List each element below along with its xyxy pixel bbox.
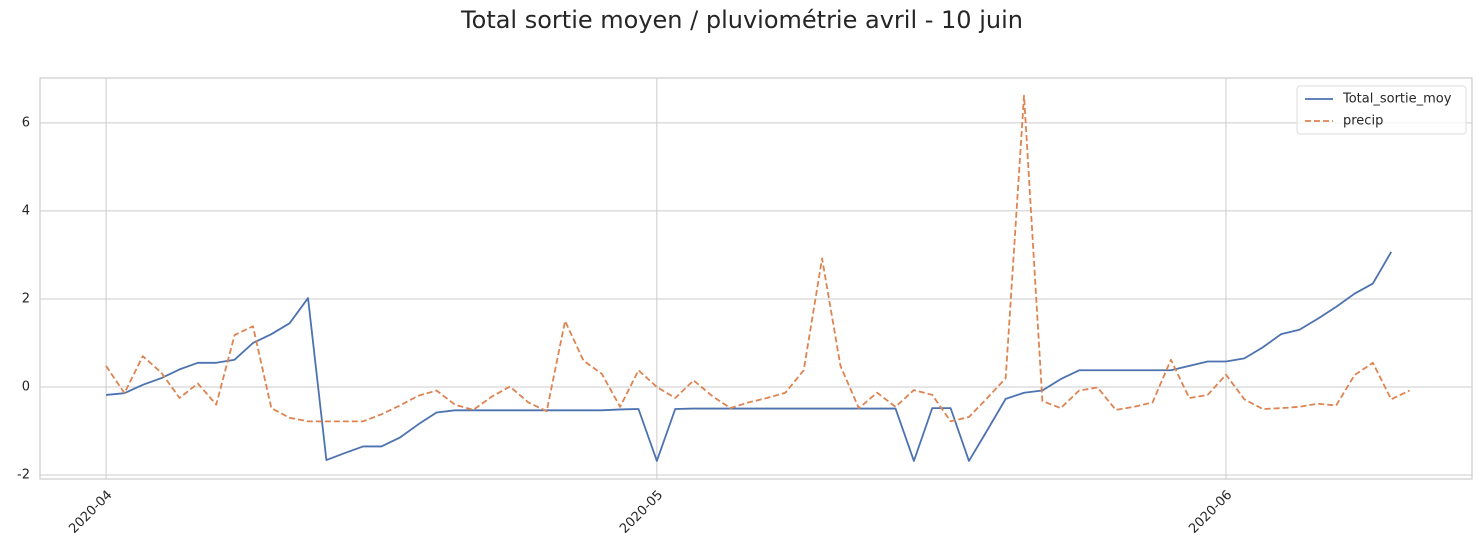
- y-tick-label: 2: [22, 291, 30, 306]
- legend-label: Total_sortie_moy: [1342, 92, 1452, 107]
- y-tick-label: 0: [22, 380, 30, 395]
- chart-title: Total sortie moyen / pluviométrie avril …: [460, 6, 1023, 34]
- y-tick-label: 6: [22, 115, 30, 130]
- legend-box: [1296, 85, 1467, 135]
- y-tick-label: -2: [17, 468, 30, 483]
- x-tick-label: 2020-05: [617, 488, 666, 537]
- legend-label: precip: [1343, 114, 1383, 129]
- x-tick-label: 2020-04: [66, 488, 115, 537]
- line-series: [106, 251, 1392, 462]
- x-tick-label: 2020-06: [1186, 488, 1235, 537]
- y-tick-label: 4: [22, 203, 30, 218]
- line-series: [105, 94, 1410, 423]
- plot-frame: [39, 77, 1473, 480]
